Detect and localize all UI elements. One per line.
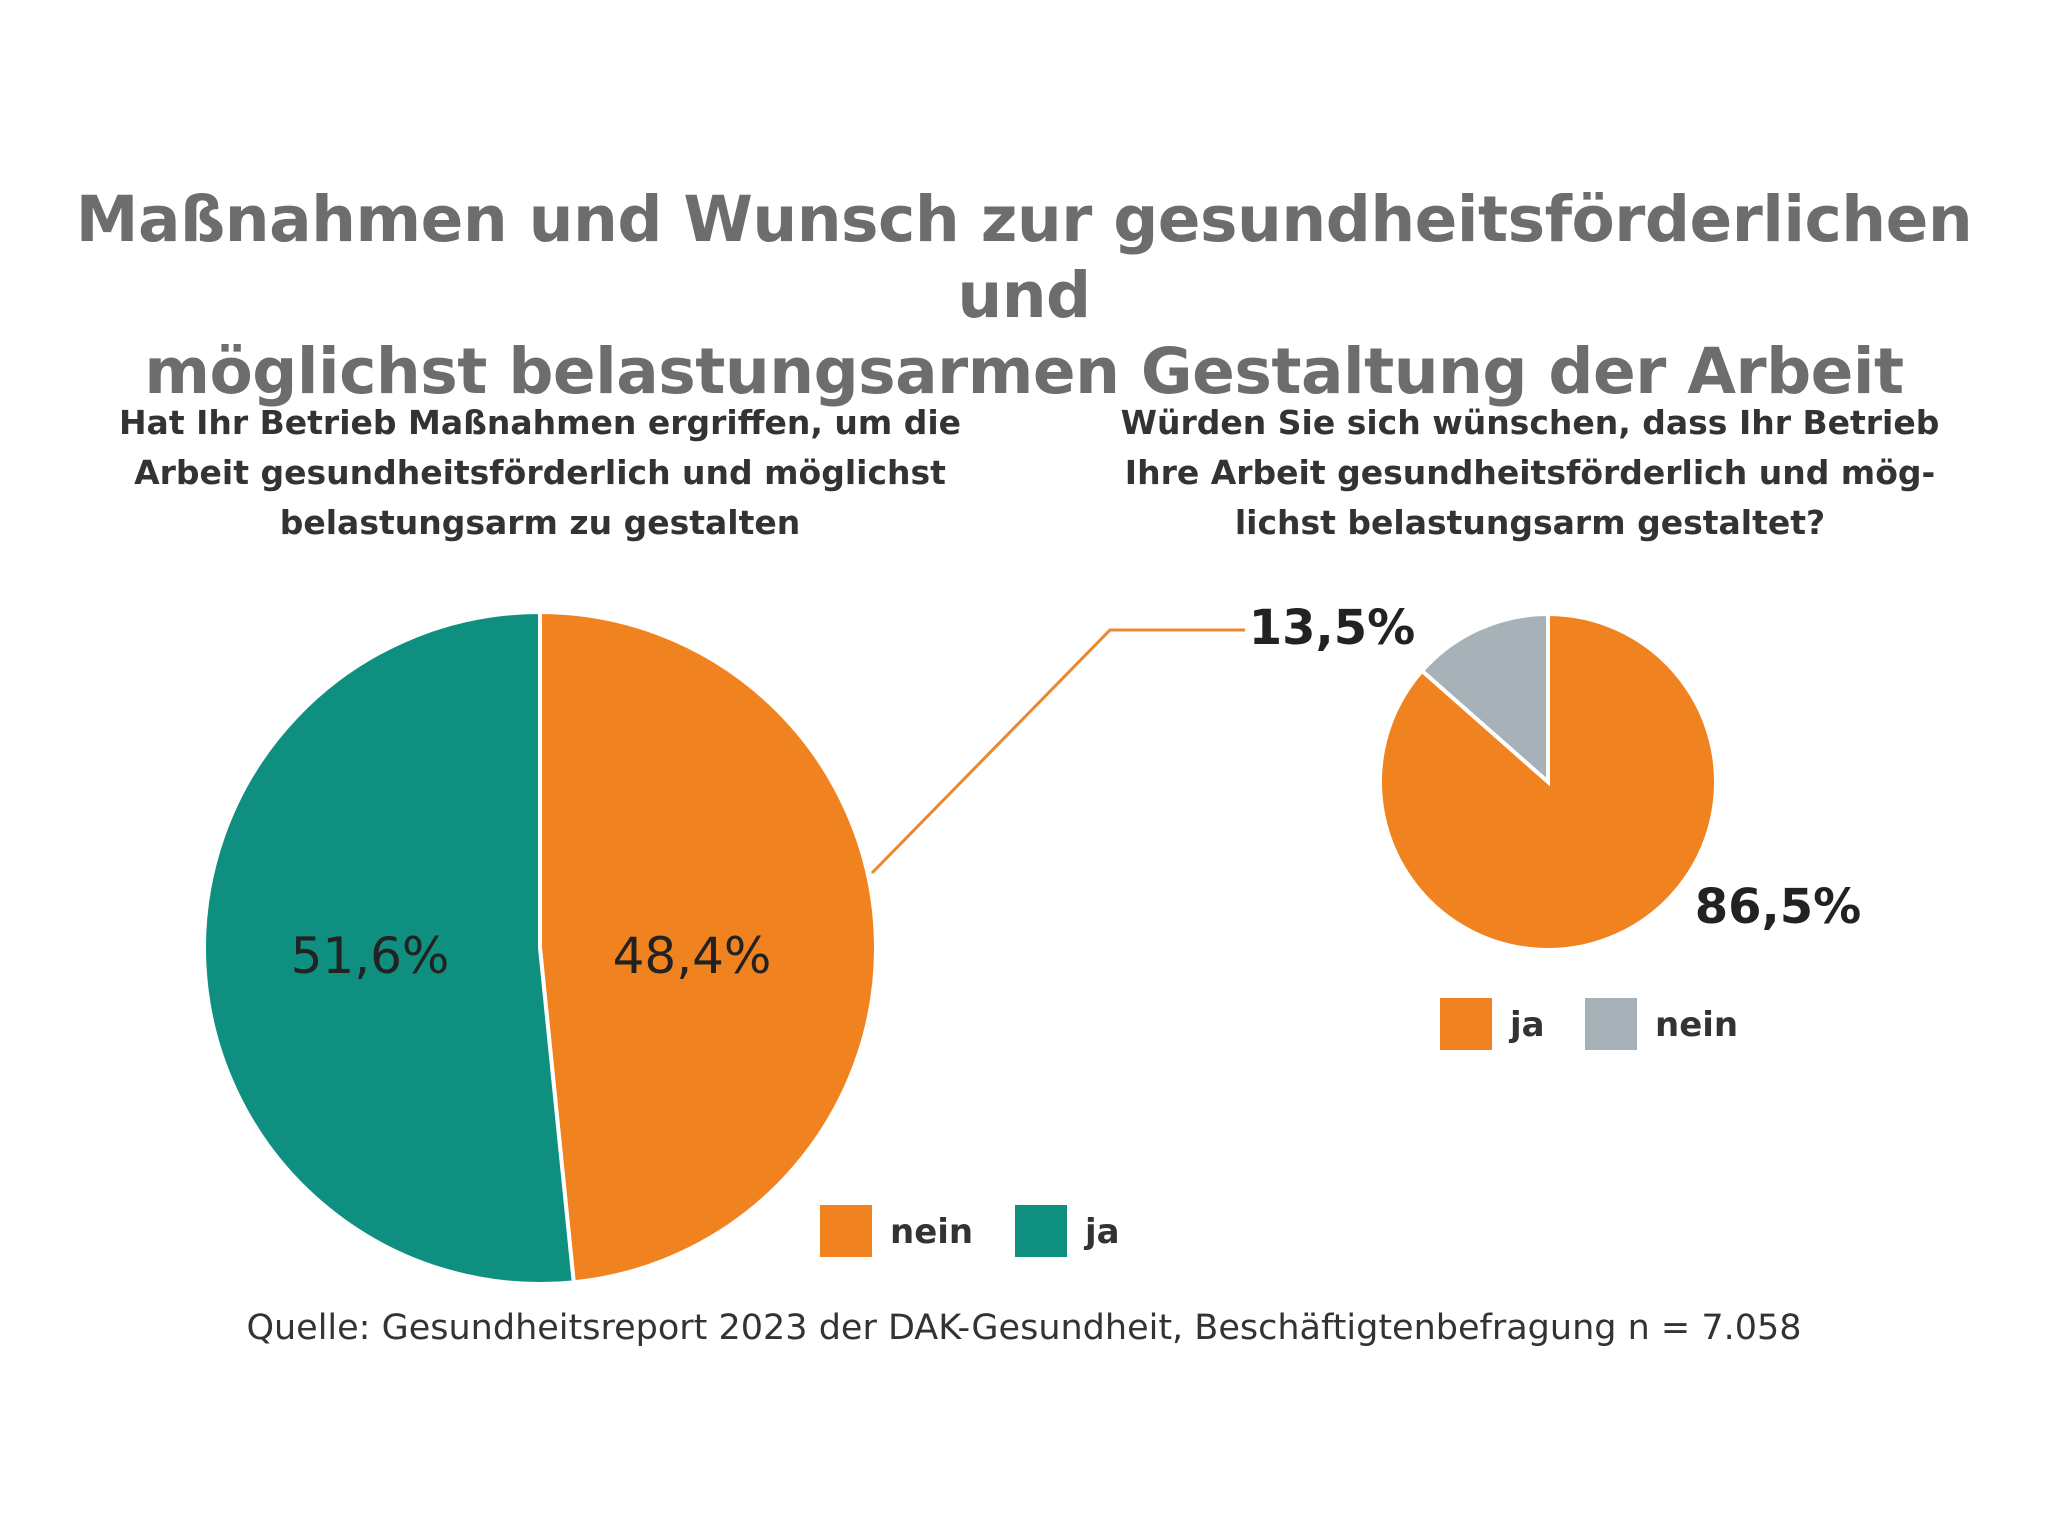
left-question-line-3: belastungsarm zu gestalten — [279, 503, 801, 542]
right-legend: ja nein — [1440, 998, 1738, 1050]
chart-title-line-2: möglichst belastungsarmen Gestaltung der… — [144, 335, 1904, 408]
left-question-line-2: Arbeit gesundheitsförderlich und möglich… — [134, 453, 946, 492]
right-question-line-2: Ihre Arbeit gesundheitsförderlich und mö… — [1124, 453, 1936, 492]
right-pie-label-nein: 13,5% — [1249, 600, 1416, 656]
left-pie-slice-nein — [538, 609, 878, 1285]
left-legend-label-nein: nein — [890, 1212, 973, 1252]
left-pie-label-ja: 51,6% — [291, 927, 450, 985]
left-legend-swatch-nein — [820, 1205, 872, 1257]
chart-title-line-1: Maßnahmen und Wunsch zur gesundheitsförd… — [75, 183, 1973, 332]
left-question-line-1: Hat Ihr Betrieb Maßnahmen ergriffen, um … — [118, 403, 962, 442]
left-legend-label-ja: ja — [1083, 1212, 1120, 1252]
right-question-line-3: lichst belastungsarm gestaltet? — [1234, 503, 1826, 542]
chart-title: Maßnahmen und Wunsch zur gesundheitsförd… — [0, 182, 2048, 410]
left-legend-swatch-ja — [1015, 1205, 1067, 1257]
right-pie-slice-ja — [1378, 611, 1718, 952]
right-pie-slice-nein — [1419, 611, 1550, 787]
connector-line — [870, 628, 1245, 875]
left-legend: nein ja — [820, 1205, 1120, 1257]
left-chart-question: Hat Ihr Betrieb Maßnahmen ergriffen, um … — [90, 398, 990, 548]
right-legend-label-nein: nein — [1655, 1005, 1738, 1045]
left-pie-label-nein: 48,4% — [613, 927, 772, 985]
right-pie-chart: 13,5% 86,5% — [1249, 600, 1862, 952]
right-legend-label-ja: ja — [1508, 1005, 1545, 1045]
right-legend-swatch-nein — [1585, 998, 1637, 1050]
right-pie-label-ja: 86,5% — [1695, 879, 1862, 935]
right-chart-question: Würden Sie sich wünschen, dass Ihr Betri… — [1090, 398, 1970, 548]
right-legend-swatch-ja — [1440, 998, 1492, 1050]
source-note: Quelle: Gesundheitsreport 2023 der DAK-G… — [246, 1308, 1802, 1348]
right-question-line-1: Würden Sie sich wünschen, dass Ihr Betri… — [1120, 403, 1940, 442]
left-pie-chart: 48,4% 51,6% — [201, 609, 878, 1286]
left-pie-slice-ja — [201, 609, 576, 1286]
